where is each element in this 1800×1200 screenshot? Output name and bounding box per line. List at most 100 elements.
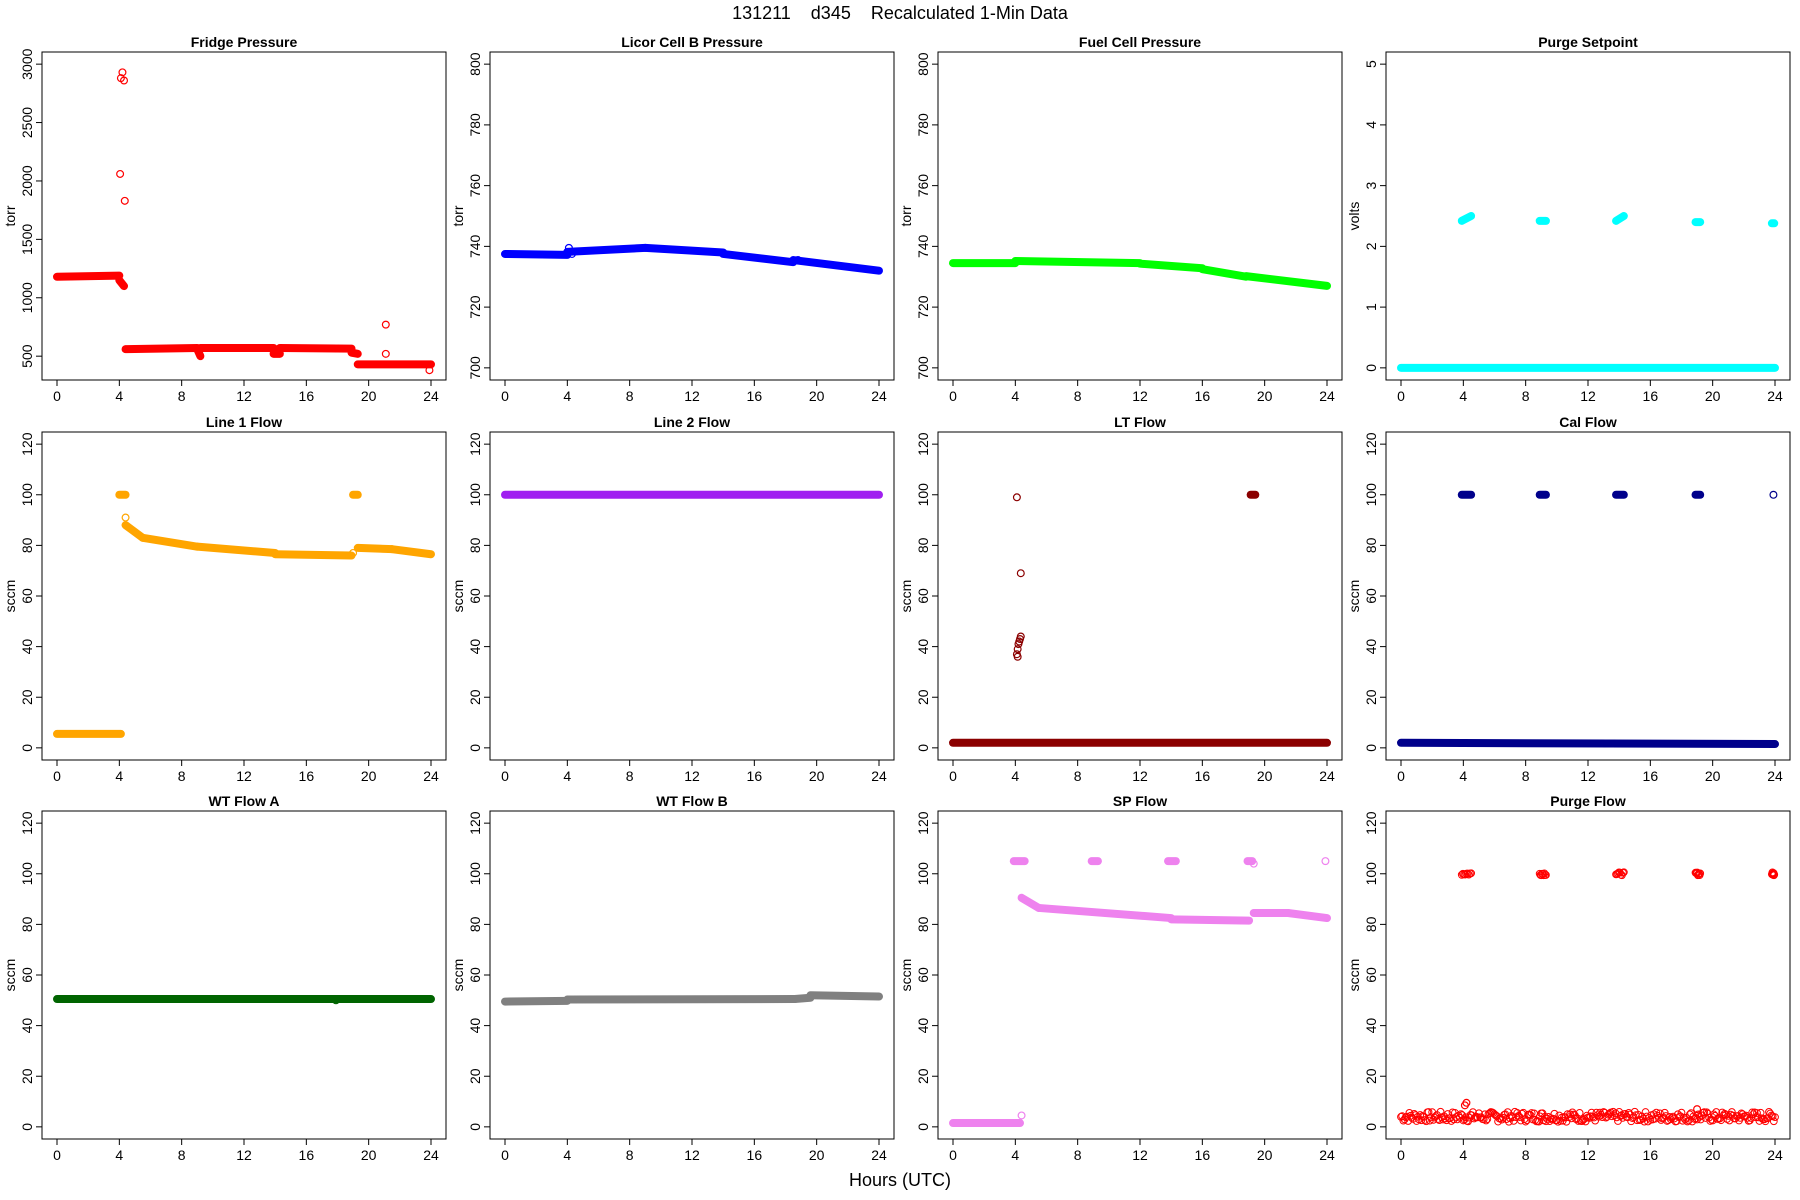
data-trace — [193, 542, 280, 557]
data-point — [1566, 1110, 1574, 1119]
y-tick-label: 40 — [467, 1018, 483, 1034]
data-point — [1501, 1110, 1510, 1119]
x-tick-label: 12 — [1580, 388, 1596, 404]
x-tick-label: 8 — [626, 388, 634, 404]
y-tick-label: 80 — [915, 916, 931, 932]
data-trace — [1034, 903, 1176, 923]
x-tick-label: 24 — [1319, 388, 1335, 404]
y-tick-label: 0 — [1363, 1123, 1379, 1131]
panel-title: Line 2 Flow — [654, 414, 730, 430]
y-tick-label: 0 — [1363, 744, 1379, 752]
x-tick-label: 0 — [949, 1147, 957, 1163]
data-point — [1593, 1111, 1602, 1119]
y-tick-label: 740 — [915, 234, 931, 258]
data-trace — [501, 249, 572, 259]
data-point — [118, 68, 127, 77]
y-tick-label: 1500 — [19, 224, 35, 255]
y-tick-label: 0 — [19, 1123, 35, 1131]
y-tick-label: 80 — [1363, 537, 1379, 553]
x-tick-label: 0 — [501, 768, 509, 784]
x-tick-label: 4 — [1459, 388, 1467, 404]
x-tick-label: 0 — [949, 388, 957, 404]
data-trace — [347, 348, 362, 358]
data-trace — [1397, 738, 1779, 749]
panel-10: SP Flow sccm 0 4 8 12 16 20 24 0 20 40 60 80 100 120 — [898, 793, 1343, 1163]
y-tick-label: 0 — [915, 1123, 931, 1131]
y-axis-label: sccm — [450, 580, 466, 613]
x-tick-label: 20 — [361, 388, 377, 404]
panel-8: WT Flow A sccm 0 4 8 12 16 20 24 0 20 40 60 80 100 120 — [2, 793, 447, 1163]
y-tick-label: 20 — [915, 1068, 931, 1084]
x-tick-label: 20 — [361, 768, 377, 784]
y-tick-label: 80 — [915, 537, 931, 553]
data-point — [1249, 859, 1258, 868]
data-point — [1696, 1115, 1705, 1124]
x-tick-label: 20 — [361, 1147, 377, 1163]
panel-title: WT Flow A — [208, 793, 279, 809]
data-point — [1463, 869, 1472, 878]
y-tick-label: 40 — [467, 639, 483, 655]
data-point — [1769, 1117, 1778, 1126]
y-tick-label: 700 — [915, 356, 931, 380]
data-trace — [121, 343, 202, 354]
panel-title: Cal Flow — [1559, 414, 1617, 430]
data-point — [381, 349, 390, 358]
data-point — [120, 196, 129, 205]
plot-frame — [1385, 431, 1791, 761]
plot-frame — [1385, 51, 1791, 381]
y-tick-label: 1000 — [19, 282, 35, 313]
y-tick-label: 80 — [19, 916, 35, 932]
data-point — [1618, 1113, 1627, 1122]
x-tick-label: 20 — [809, 388, 825, 404]
plot-frame — [937, 431, 1343, 761]
data-point — [331, 996, 340, 1005]
x-tick-label: 16 — [1643, 1147, 1659, 1163]
y-tick-label: 0 — [19, 744, 35, 752]
y-tick-label: 60 — [19, 588, 35, 604]
data-point — [1484, 1110, 1493, 1118]
y-axis-label: torr — [898, 205, 914, 226]
panel-7: Cal Flow sccm 0 4 8 12 16 20 24 0 20 40 60 80 100 120 — [1346, 414, 1791, 784]
x-tick-label: 16 — [747, 388, 763, 404]
data-point — [1540, 1112, 1549, 1121]
x-tick-label: 12 — [236, 768, 252, 784]
plot-frame — [1385, 810, 1791, 1140]
data-trace — [1612, 212, 1628, 225]
y-tick-label: 3 — [1363, 182, 1379, 190]
data-point — [1422, 1117, 1431, 1126]
x-tick-label: 8 — [1074, 388, 1082, 404]
y-tick-label: 3000 — [19, 48, 35, 79]
x-tick-label: 8 — [178, 768, 186, 784]
y-axis-label: torr — [2, 205, 18, 226]
plot-frame — [489, 51, 895, 381]
data-point — [1770, 870, 1779, 879]
x-tick-label: 16 — [299, 1147, 315, 1163]
y-tick-label: 760 — [467, 174, 483, 198]
x-tick-label: 0 — [1397, 1147, 1405, 1163]
y-axis-label: torr — [450, 205, 466, 226]
x-tick-label: 4 — [563, 388, 571, 404]
panel-title: Fridge Pressure — [191, 34, 298, 50]
x-tick-label: 0 — [949, 768, 957, 784]
data-series — [949, 256, 1331, 290]
y-tick-label: 40 — [19, 639, 35, 655]
y-tick-label: 700 — [467, 356, 483, 380]
y-axis-label: sccm — [1346, 580, 1362, 613]
x-tick-label: 12 — [684, 768, 700, 784]
y-tick-label: 20 — [19, 1068, 35, 1084]
y-tick-label: 0 — [467, 744, 483, 752]
y-tick-label: 40 — [1363, 639, 1379, 655]
x-tick-label: 16 — [1643, 768, 1659, 784]
y-tick-label: 4 — [1363, 121, 1379, 129]
x-tick-label: 16 — [299, 768, 315, 784]
x-tick-label: 8 — [1074, 768, 1082, 784]
y-tick-label: 2 — [1363, 242, 1379, 250]
y-tick-label: 80 — [1363, 916, 1379, 932]
y-tick-label: 20 — [1363, 689, 1379, 705]
panel-0: Fridge Pressure torr 0 4 8 12 16 20 24 500 1000 150… — [2, 34, 447, 404]
panel-2: Fuel Cell Pressure torr 0 4 8 12 16 20 24 700 720 7… — [898, 34, 1343, 404]
y-tick-label: 120 — [915, 811, 931, 835]
data-point — [1016, 569, 1025, 578]
data-point — [1753, 1109, 1761, 1117]
